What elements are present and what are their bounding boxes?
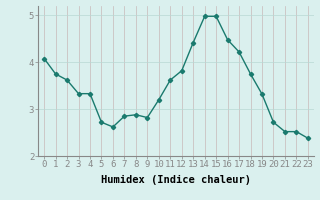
X-axis label: Humidex (Indice chaleur): Humidex (Indice chaleur) — [101, 175, 251, 185]
